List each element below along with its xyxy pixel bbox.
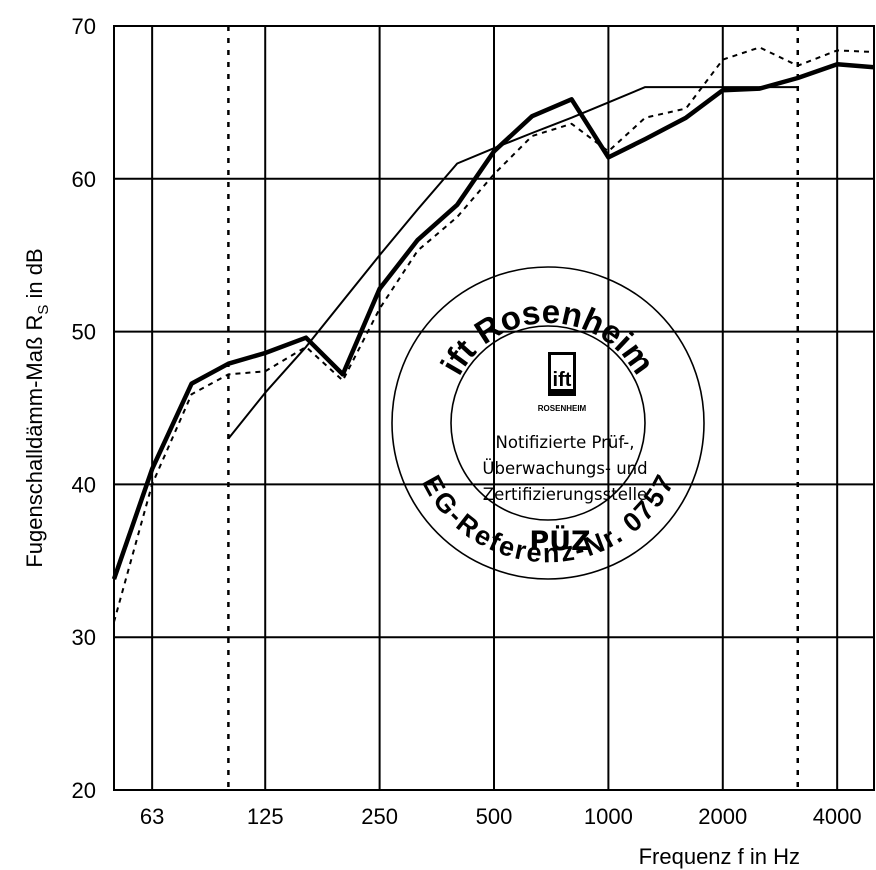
y-axis-label-subscript: S [35, 305, 52, 315]
stamp-outer-circle [391, 266, 705, 580]
x-tick-label-250: 250 [361, 804, 398, 829]
x-tick-label-2000: 2000 [698, 804, 747, 829]
x-axis-label: Frequenz f in Hz [639, 844, 800, 869]
x-tick-label-500: 500 [476, 804, 513, 829]
logo-caption: ROSENHEIM [538, 404, 587, 413]
stamp-line-3: Zertifizierungsstelle [483, 485, 647, 504]
y-axis-label-unit: in dB [22, 248, 47, 304]
certification-stamp: ift Rosenheim EG-Referenz-Nr. 0757 ift R… [391, 266, 705, 580]
x-tick-label-1000: 1000 [584, 804, 633, 829]
logo-text: ift [553, 369, 572, 391]
stamp-inner-circle [450, 325, 646, 521]
x-tick-label-125: 125 [247, 804, 284, 829]
y-tick-label-70: 70 [72, 14, 96, 39]
series-group [111, 46, 875, 623]
y-tick-label-50: 50 [72, 320, 96, 345]
y-tick-label-40: 40 [72, 472, 96, 497]
grid [114, 25, 874, 791]
y-tick-label-30: 30 [72, 625, 96, 650]
series-line-thin [227, 86, 798, 440]
stamp-title: ift Rosenheim [433, 293, 662, 381]
stamp-abbr: PÜZ [529, 524, 590, 557]
ift-logo: ift ROSENHEIM [538, 352, 587, 413]
plot-frame [113, 25, 875, 791]
stamp-line-1: Notifizierte Prüf-, [496, 433, 635, 452]
stamp-line-2: Überwachungs- und [482, 459, 647, 478]
y-tick-label-60: 60 [72, 167, 96, 192]
y-axis-label: Fugenschalldämm-Maß RS in dB [22, 248, 52, 567]
y-tick-label-20: 20 [72, 778, 96, 803]
x-tick-label-63: 63 [140, 804, 164, 829]
series-line-thick [111, 61, 875, 580]
x-tick-label-4000: 4000 [813, 804, 862, 829]
y-axis-label-main: Fugenschalldämm-Maß R [22, 315, 47, 568]
tick-labels: 20 30 40 50 60 70 63 125 250 500 1000 2000 4000 [72, 14, 862, 829]
